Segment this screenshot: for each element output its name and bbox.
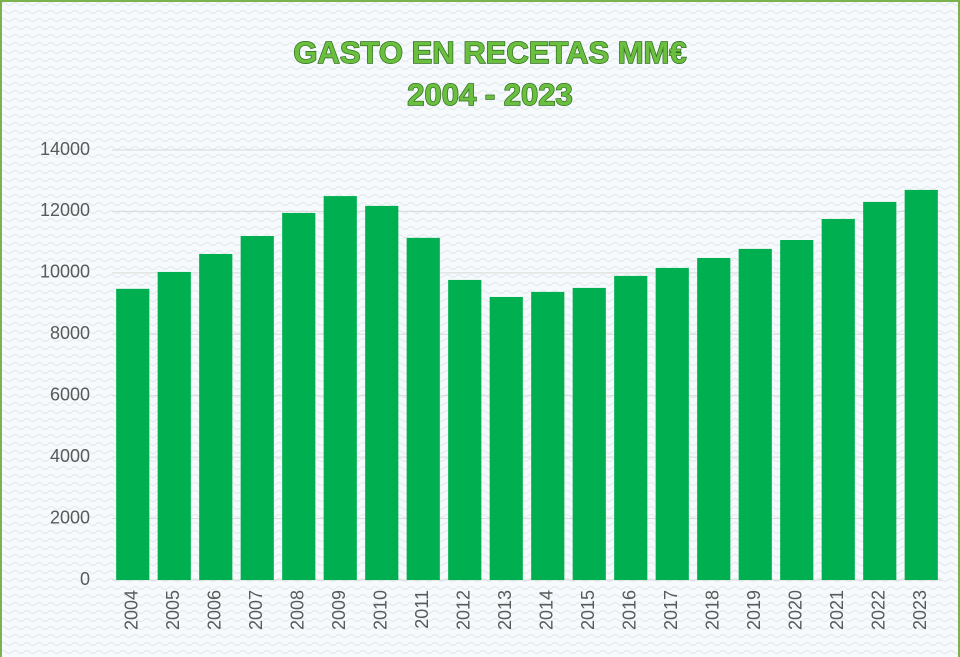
x-tick-label: 2017	[661, 590, 681, 630]
bar	[821, 218, 855, 581]
y-tick-label: 14000	[40, 139, 90, 159]
bar	[240, 236, 274, 580]
x-tick-label: 2013	[495, 590, 515, 630]
y-tick-label: 0	[80, 569, 90, 589]
x-tick-label: 2020	[786, 590, 806, 630]
bar	[738, 248, 772, 580]
x-tick-label: 2012	[454, 590, 474, 630]
chart-subtitle: 2004 - 2023	[407, 77, 572, 112]
y-tick-label: 12000	[40, 200, 90, 220]
x-tick-label: 2015	[578, 590, 598, 630]
bar	[572, 287, 606, 580]
chart-title: GASTO EN RECETAS MM€	[293, 35, 686, 70]
x-tick-label: 2016	[620, 590, 640, 630]
bar	[863, 201, 897, 580]
bar	[323, 196, 357, 581]
x-tick-label: 2014	[537, 590, 557, 630]
y-tick-label: 2000	[50, 507, 90, 527]
y-tick-label: 10000	[40, 262, 90, 282]
bar	[199, 253, 233, 581]
x-tick-label: 2008	[288, 590, 308, 630]
bar	[904, 189, 938, 580]
x-tick-label: 2005	[163, 590, 183, 630]
y-tick-label: 6000	[50, 384, 90, 404]
bar	[531, 291, 565, 580]
bar	[282, 212, 316, 580]
x-tick-label: 2006	[205, 590, 225, 630]
x-tick-label: 2010	[371, 590, 391, 630]
bar	[697, 257, 731, 580]
bar	[489, 296, 523, 580]
bar	[365, 205, 399, 580]
bar	[157, 271, 191, 580]
x-tick-label: 2023	[910, 590, 930, 630]
bar	[614, 275, 648, 580]
x-tick-label: 2009	[329, 590, 349, 630]
bar	[780, 239, 814, 580]
x-tick-label: 2022	[869, 590, 889, 630]
x-tick-label: 2018	[703, 590, 723, 630]
bar	[406, 237, 440, 581]
x-tick-label: 2019	[744, 590, 764, 630]
x-tick-label: 2021	[827, 590, 847, 630]
y-tick-label: 8000	[50, 323, 90, 343]
x-tick-label: 2011	[412, 590, 432, 629]
bar	[448, 279, 482, 580]
bar	[116, 288, 150, 580]
y-tick-label: 4000	[50, 446, 90, 466]
bar	[655, 267, 689, 580]
x-tick-label: 2007	[246, 590, 266, 630]
x-tick-label: 2004	[122, 590, 142, 630]
